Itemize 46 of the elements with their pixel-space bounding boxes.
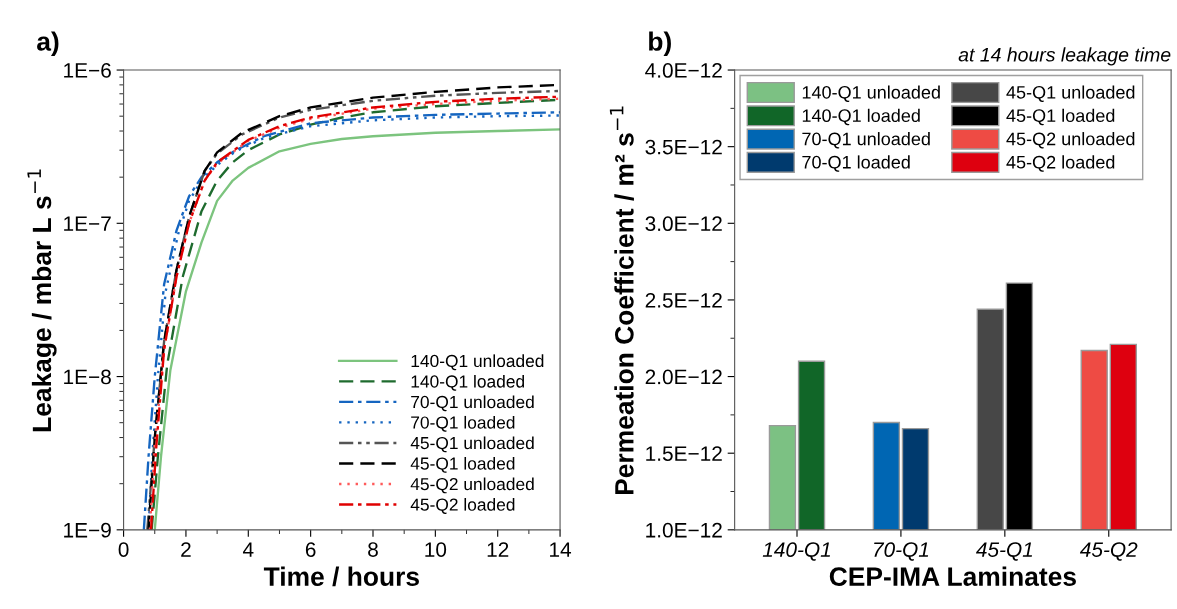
x-tick-label: 0 [118,542,129,557]
y-tick-label: 1.0E−12 [646,522,722,538]
y-axis-title: Leakage / mbar L s$^{−1}$ [27,169,57,432]
x-tick-label: 8 [368,542,378,557]
legend-label: 45-Q2 loaded [1006,155,1115,172]
legend-label: 70-Q1 unloaded [802,132,930,149]
y-tick-label: 3.0E−12 [645,216,722,232]
y-axis-title: Permeation Coefficient / m² s$^{−1}$ [609,106,634,495]
legend-label: 45-Q1 loaded [1006,108,1115,126]
legend-label: 70-Q1 unloaded [411,395,534,412]
legend-label: 45-Q2 loaded [410,498,515,514]
y-tick-label: 1E−7 [64,216,111,231]
legend-label: 140-Q1 loaded [802,108,920,126]
legend-label: 45-Q2 unloaded [1006,132,1135,149]
legend-label: 140-Q1 unloaded [802,85,940,102]
legend-label: 140-Q1 loaded [411,374,525,391]
y-tick-label: 2.0E−12 [645,369,722,385]
x-tick-label: 2 [181,542,191,557]
y-tick-label: 1E−9 [64,522,111,538]
legend-label: 45-Q2 unloaded [410,477,534,494]
x-axis-title: Time / hours [263,566,419,587]
y-tick-label: 1.5E−12 [646,446,722,461]
text: at 14 hours leakage time [958,47,1171,66]
x-tick-label: 4 [242,542,254,557]
legend-label: 45-Q1 loaded [410,456,515,473]
x-tick-label: 45-Q2 [1079,542,1138,561]
x-tick-label: 6 [305,542,316,557]
y-tick-label: 3.5E−12 [645,139,722,155]
legend-label: 45-Q1 unloaded [1006,85,1135,102]
x-tick-label: 140-Q1 [762,542,830,561]
x-tick-label: 70-Q1 [874,542,929,561]
x-tick-label: 14 [550,542,572,557]
y-tick-label: 1E−6 [64,63,111,78]
y-tick-label: 1E−8 [64,369,111,385]
y-tick-label: 2.5E−12 [645,292,722,308]
x-tick-label: 45-Q1 [976,542,1033,561]
legend-label: 140-Q1 unloaded [411,354,544,371]
chart-title: b) [649,31,671,57]
legend-label: 70-Q1 loaded [802,155,910,172]
y-tick-label: 4.0E−12 [645,63,722,78]
x-tick-label: 12 [487,542,509,557]
chart-title: a) [37,31,59,57]
legend-label: 45-Q1 unloaded [410,436,534,453]
legend-label: 70-Q1 loaded [411,415,515,432]
x-axis-title: CEP-IMA Laminates [829,566,1076,586]
x-tick-label: 10 [425,542,447,557]
